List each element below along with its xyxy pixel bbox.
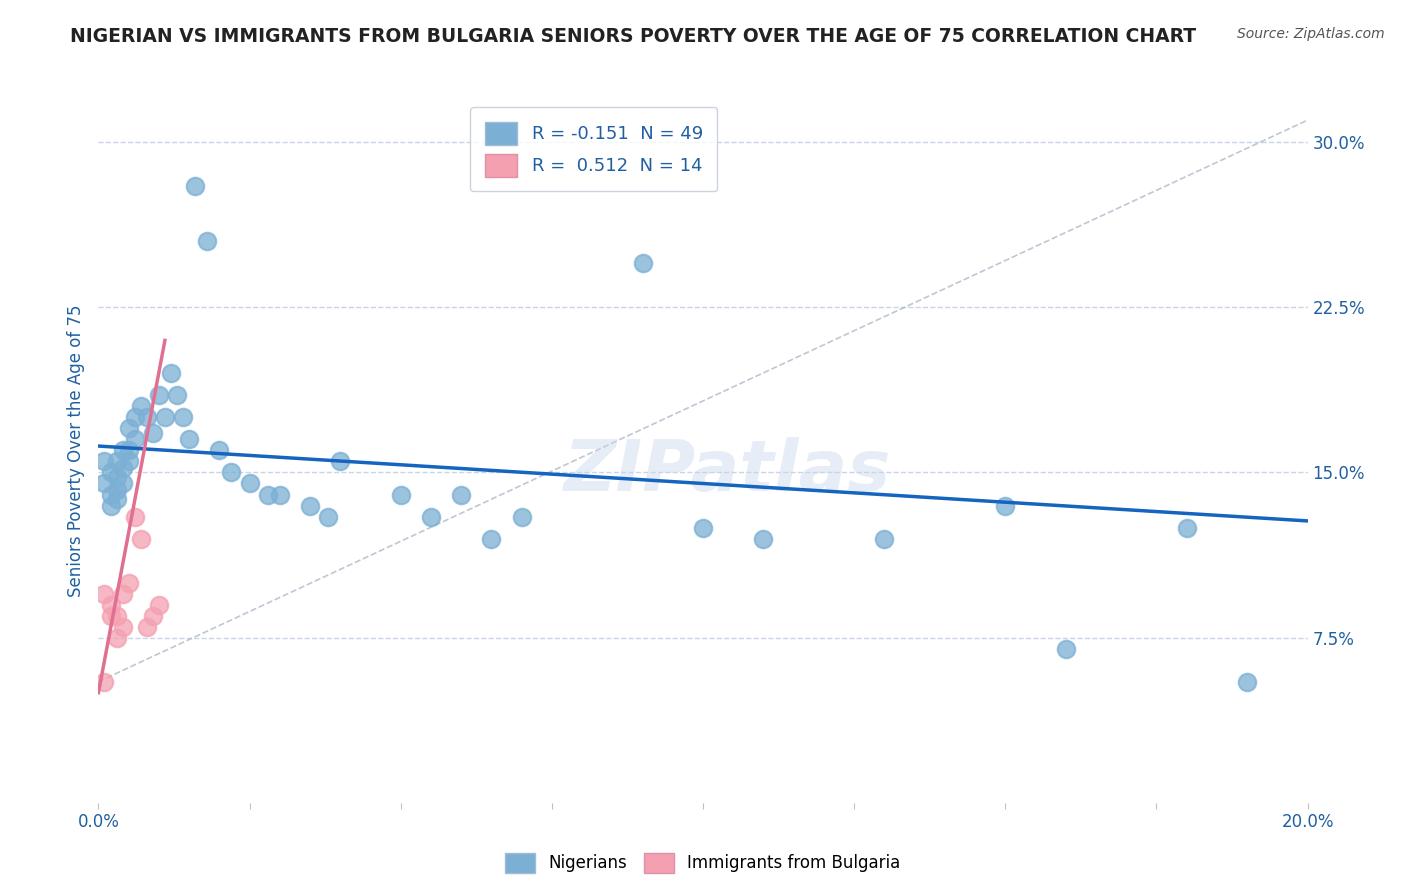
Point: [510, 509, 533, 524]
Point: [752, 532, 775, 546]
Point: [118, 575, 141, 590]
Point: [111, 443, 134, 458]
Point: [111, 586, 134, 600]
Point: [100, 608, 122, 623]
Text: Source: ZipAtlas.com: Source: ZipAtlas.com: [1237, 27, 1385, 41]
Point: [299, 499, 322, 513]
Text: NIGERIAN VS IMMIGRANTS FROM BULGARIA SENIORS POVERTY OVER THE AGE OF 75 CORRELAT: NIGERIAN VS IMMIGRANTS FROM BULGARIA SEN…: [70, 27, 1197, 45]
Point: [124, 509, 146, 524]
Point: [142, 425, 165, 440]
Point: [481, 532, 503, 546]
Point: [148, 388, 170, 402]
Legend: Nigerians, Immigrants from Bulgaria: Nigerians, Immigrants from Bulgaria: [499, 847, 907, 880]
Point: [184, 179, 207, 194]
Point: [129, 532, 152, 546]
Point: [105, 608, 128, 623]
Point: [1054, 641, 1077, 656]
Point: [269, 487, 291, 501]
Point: [148, 598, 170, 612]
Point: [994, 499, 1017, 513]
Point: [124, 410, 146, 425]
Point: [118, 443, 141, 458]
Point: [420, 509, 443, 524]
Point: [239, 476, 262, 491]
Point: [111, 461, 134, 475]
Point: [692, 520, 714, 534]
Point: [105, 470, 128, 484]
Point: [118, 421, 141, 435]
Point: [124, 433, 146, 447]
Point: [389, 487, 412, 501]
Point: [135, 619, 157, 633]
Point: [1236, 674, 1258, 689]
Point: [256, 487, 278, 501]
Point: [631, 256, 654, 270]
Point: [100, 466, 122, 480]
Point: [221, 466, 243, 480]
Point: [179, 433, 201, 447]
Point: [100, 487, 122, 501]
Point: [105, 491, 128, 506]
Point: [111, 619, 134, 633]
Point: [208, 443, 231, 458]
Point: [93, 454, 115, 468]
Point: [105, 631, 128, 645]
Point: [100, 598, 122, 612]
Point: [100, 499, 122, 513]
Point: [142, 608, 165, 623]
Point: [329, 454, 352, 468]
Y-axis label: Seniors Poverty Over the Age of 75: Seniors Poverty Over the Age of 75: [66, 304, 84, 597]
Point: [450, 487, 472, 501]
Point: [93, 674, 115, 689]
Point: [93, 586, 115, 600]
Point: [111, 476, 134, 491]
Point: [105, 483, 128, 497]
Point: [153, 410, 176, 425]
Point: [166, 388, 188, 402]
Point: [195, 234, 218, 248]
Point: [160, 367, 183, 381]
Point: [873, 532, 896, 546]
Point: [118, 454, 141, 468]
Text: ZIPatlas: ZIPatlas: [564, 437, 891, 506]
Legend: R = -0.151  N = 49, R =  0.512  N = 14: R = -0.151 N = 49, R = 0.512 N = 14: [470, 107, 717, 192]
Point: [316, 509, 339, 524]
Point: [129, 400, 152, 414]
Point: [172, 410, 194, 425]
Point: [105, 454, 128, 468]
Point: [135, 410, 157, 425]
Point: [1175, 520, 1198, 534]
Point: [93, 476, 115, 491]
